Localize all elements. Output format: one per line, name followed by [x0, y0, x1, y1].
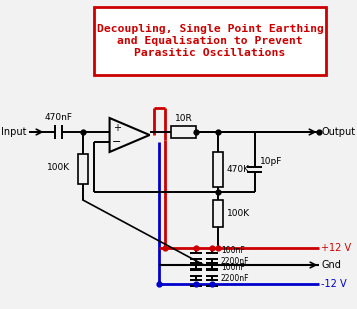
Text: 10R: 10R: [175, 114, 192, 123]
Text: Output: Output: [321, 127, 356, 137]
Bar: [213, 200, 223, 227]
Text: 10pF: 10pF: [260, 157, 282, 166]
Text: −: −: [112, 137, 121, 147]
Text: Gnd: Gnd: [321, 260, 341, 270]
FancyBboxPatch shape: [95, 7, 326, 75]
Text: -12 V: -12 V: [321, 279, 347, 289]
Text: 100nF
2200nF: 100nF 2200nF: [221, 263, 249, 283]
Text: Input: Input: [1, 127, 27, 137]
Text: 100nF
2200nF: 100nF 2200nF: [221, 246, 249, 266]
Text: 470nF: 470nF: [45, 113, 73, 122]
Text: Decoupling, Single Point Earthing
and Equalisation to Prevent
Parasitic Oscillat: Decoupling, Single Point Earthing and Eq…: [97, 24, 323, 58]
Bar: [171, 126, 196, 138]
Text: +12 V: +12 V: [321, 243, 351, 253]
Bar: [77, 154, 88, 184]
Text: 100K: 100K: [227, 209, 250, 218]
Text: +: +: [113, 123, 121, 133]
Text: 100K: 100K: [47, 163, 70, 171]
Bar: [213, 152, 223, 187]
Text: 470K: 470K: [227, 165, 250, 174]
